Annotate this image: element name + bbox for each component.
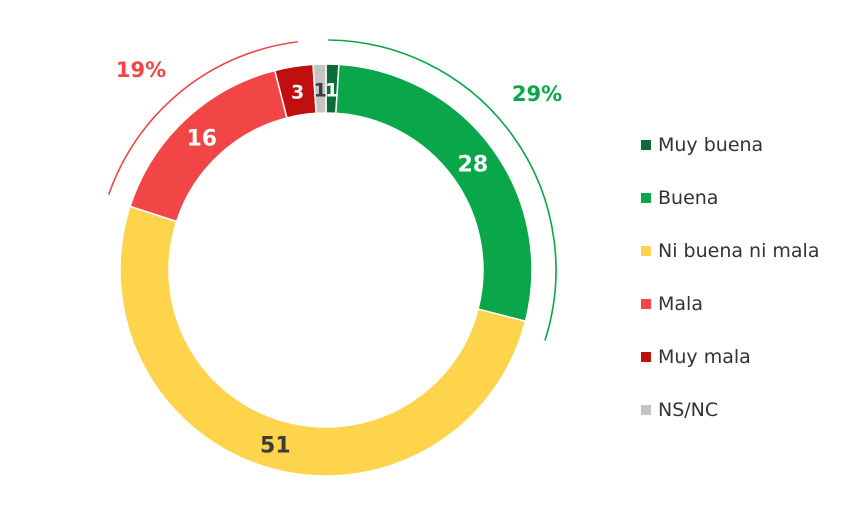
legend-swatch xyxy=(641,139,651,150)
legend-item-buena: Buena xyxy=(641,171,819,224)
legend-item-ni-buena-ni-mala: Ni buena ni mala xyxy=(641,224,819,277)
legend-label: Buena xyxy=(658,186,719,209)
slice-value-label-muy-mala: 3 xyxy=(291,82,304,104)
legend: Muy buena Buena Ni buena ni mala Mala Muy ma… xyxy=(641,118,819,436)
legend-item-mala: Mala xyxy=(641,277,819,330)
slice-value-label-buena: 28 xyxy=(458,152,489,177)
legend-swatch xyxy=(641,404,651,415)
donut-slice-ni-buena-ni-mala xyxy=(119,205,527,477)
group-percent-label-1: 19% xyxy=(116,58,166,82)
slice-value-label-muy-buena: 1 xyxy=(325,80,338,102)
slice-value-label-mala: 16 xyxy=(186,127,217,152)
group-percent-label-0: 29% xyxy=(512,82,562,106)
legend-item-muy-buena: Muy buena xyxy=(641,118,819,171)
legend-label: Muy mala xyxy=(658,345,751,368)
legend-label: Mala xyxy=(658,292,703,315)
legend-label: Muy buena xyxy=(658,133,764,156)
legend-swatch xyxy=(641,192,651,203)
donut-slice-ns-nc xyxy=(312,63,327,115)
legend-item-ns-nc: NS/NC xyxy=(641,383,819,436)
legend-swatch xyxy=(641,298,651,309)
donut-slice-buena xyxy=(335,63,533,323)
legend-swatch xyxy=(641,245,651,256)
legend-label: Ni buena ni mala xyxy=(658,239,820,262)
group-arc-1 xyxy=(107,40,298,195)
group-arc-0 xyxy=(328,39,557,341)
slice-value-label-ns-nc: 1 xyxy=(314,80,327,102)
legend-label: NS/NC xyxy=(658,398,719,421)
legend-item-muy-mala: Muy mala xyxy=(641,330,819,383)
slice-value-label-ni-buena-ni-mala: 51 xyxy=(260,433,291,458)
legend-swatch xyxy=(641,351,651,362)
